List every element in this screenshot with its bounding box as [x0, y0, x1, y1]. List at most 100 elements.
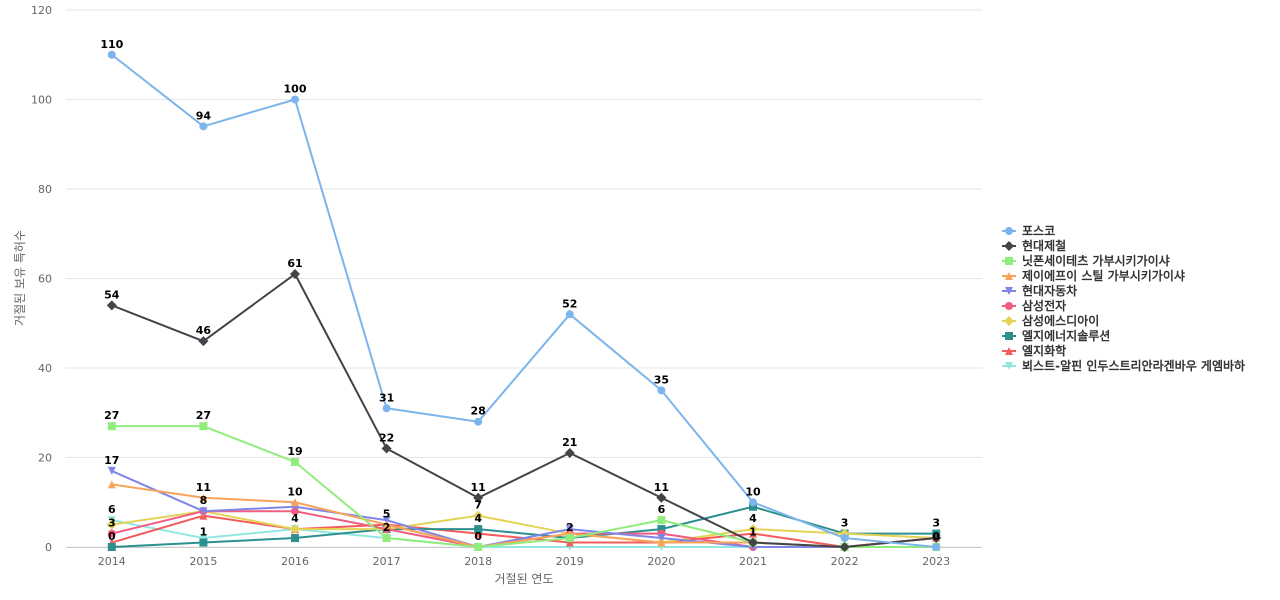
data-point[interactable]: [107, 50, 116, 59]
data-point[interactable]: [473, 510, 484, 521]
legend-marker[interactable]: [1005, 287, 1013, 295]
series-4: [107, 466, 941, 551]
data-label: 5: [383, 508, 391, 521]
data-label: 2: [383, 521, 391, 534]
legend-marker[interactable]: [1005, 362, 1013, 370]
data-point[interactable]: [474, 417, 483, 426]
data-point[interactable]: [107, 422, 116, 431]
legend-marker[interactable]: [1005, 272, 1013, 280]
data-point[interactable]: [106, 519, 117, 530]
legend-marker[interactable]: [1005, 227, 1013, 235]
data-point[interactable]: [291, 507, 299, 516]
data-point[interactable]: [565, 538, 574, 547]
data-point[interactable]: [657, 538, 666, 547]
data-point[interactable]: [657, 516, 666, 525]
data-point[interactable]: [107, 529, 116, 538]
data-point[interactable]: [657, 525, 666, 534]
data-point[interactable]: [382, 520, 391, 529]
data-point[interactable]: [565, 310, 574, 319]
legend-item[interactable]: 포스코: [1002, 224, 1055, 238]
legend-item[interactable]: 삼성에스디아이: [1002, 313, 1099, 328]
data-point[interactable]: [107, 543, 116, 551]
legend-marker[interactable]: [1004, 241, 1014, 251]
series-5: [107, 507, 941, 551]
legend-item[interactable]: 현대제철: [1002, 238, 1066, 253]
data-point[interactable]: [290, 269, 300, 280]
legend-marker[interactable]: [1005, 302, 1013, 310]
legend-item[interactable]: 엘지화학: [1002, 343, 1066, 358]
data-point[interactable]: [474, 543, 483, 551]
data-point[interactable]: [932, 543, 941, 551]
data-point[interactable]: [199, 422, 208, 431]
data-label: 21: [562, 436, 577, 449]
data-label: 54: [104, 288, 120, 301]
series-0: [107, 50, 941, 551]
data-point[interactable]: [474, 525, 483, 534]
data-point[interactable]: [291, 498, 299, 507]
data-label: 1: [200, 526, 208, 539]
x-tick-label: 2021: [739, 555, 767, 568]
legend-label: 뵈스트-알핀 인두스트리안라겐바우 게엠바하: [1022, 358, 1245, 373]
data-point[interactable]: [290, 524, 300, 535]
data-point[interactable]: [382, 534, 391, 543]
data-point[interactable]: [199, 493, 208, 502]
data-point[interactable]: [199, 534, 208, 543]
data-label: 19: [287, 445, 302, 458]
legend-item[interactable]: 현대자동차: [1002, 283, 1077, 298]
data-point[interactable]: [748, 524, 758, 535]
data-point[interactable]: [381, 443, 392, 454]
legend-marker[interactable]: [1005, 257, 1013, 265]
data-point[interactable]: [291, 95, 299, 104]
data-point[interactable]: [199, 538, 208, 547]
legend-marker[interactable]: [1004, 316, 1014, 326]
series-line[interactable]: [111, 510, 937, 544]
data-point[interactable]: [564, 448, 575, 459]
legend-marker[interactable]: [1005, 347, 1013, 355]
x-tick-label: 2018: [464, 555, 492, 568]
legend-marker[interactable]: [1005, 332, 1013, 340]
legend-item[interactable]: 엘지에너지솔루션: [1002, 328, 1110, 343]
data-point[interactable]: [382, 516, 391, 525]
legend-item[interactable]: 뵈스트-알핀 인두스트리안라겐바우 게엠바하: [1002, 358, 1245, 373]
data-label: 3: [108, 517, 116, 530]
data-point[interactable]: [749, 502, 757, 511]
data-point[interactable]: [474, 529, 483, 538]
data-point[interactable]: [839, 542, 850, 552]
series-line[interactable]: [111, 53, 937, 548]
data-point[interactable]: [748, 537, 758, 548]
data-point[interactable]: [931, 533, 942, 544]
legend-item[interactable]: 삼성전자: [1002, 298, 1066, 313]
data-point[interactable]: [657, 386, 666, 395]
y-tick-label: 20: [38, 452, 52, 465]
data-point[interactable]: [473, 492, 484, 503]
data-point[interactable]: [291, 457, 299, 466]
y-tick-label: 60: [38, 273, 52, 286]
data-point[interactable]: [107, 466, 116, 475]
data-point[interactable]: [291, 534, 299, 543]
data-point[interactable]: [199, 122, 208, 131]
x-tick-label: 2014: [98, 555, 126, 568]
series-line[interactable]: [111, 470, 937, 548]
series-line[interactable]: [111, 425, 937, 548]
data-point[interactable]: [657, 534, 666, 543]
data-point[interactable]: [656, 492, 667, 503]
legend-item[interactable]: 닛폰세이테츠 가부시키가이샤: [1002, 253, 1170, 268]
data-point[interactable]: [565, 525, 574, 534]
legend-label: 삼성에스디아이: [1022, 313, 1099, 328]
data-label: 11: [196, 481, 211, 494]
data-point[interactable]: [198, 336, 209, 347]
data-point[interactable]: [840, 534, 849, 543]
data-point[interactable]: [382, 404, 391, 413]
data-point[interactable]: [107, 480, 116, 489]
data-point[interactable]: [565, 534, 574, 543]
legend-label: 포스코: [1022, 224, 1055, 238]
data-point[interactable]: [749, 498, 757, 507]
data-point[interactable]: [106, 300, 117, 311]
series-line[interactable]: [111, 273, 937, 548]
legend-item[interactable]: 제이에프이 스틸 가부시키가이샤: [1002, 268, 1185, 283]
data-label: 4: [474, 512, 482, 525]
data-point[interactable]: [199, 507, 208, 516]
